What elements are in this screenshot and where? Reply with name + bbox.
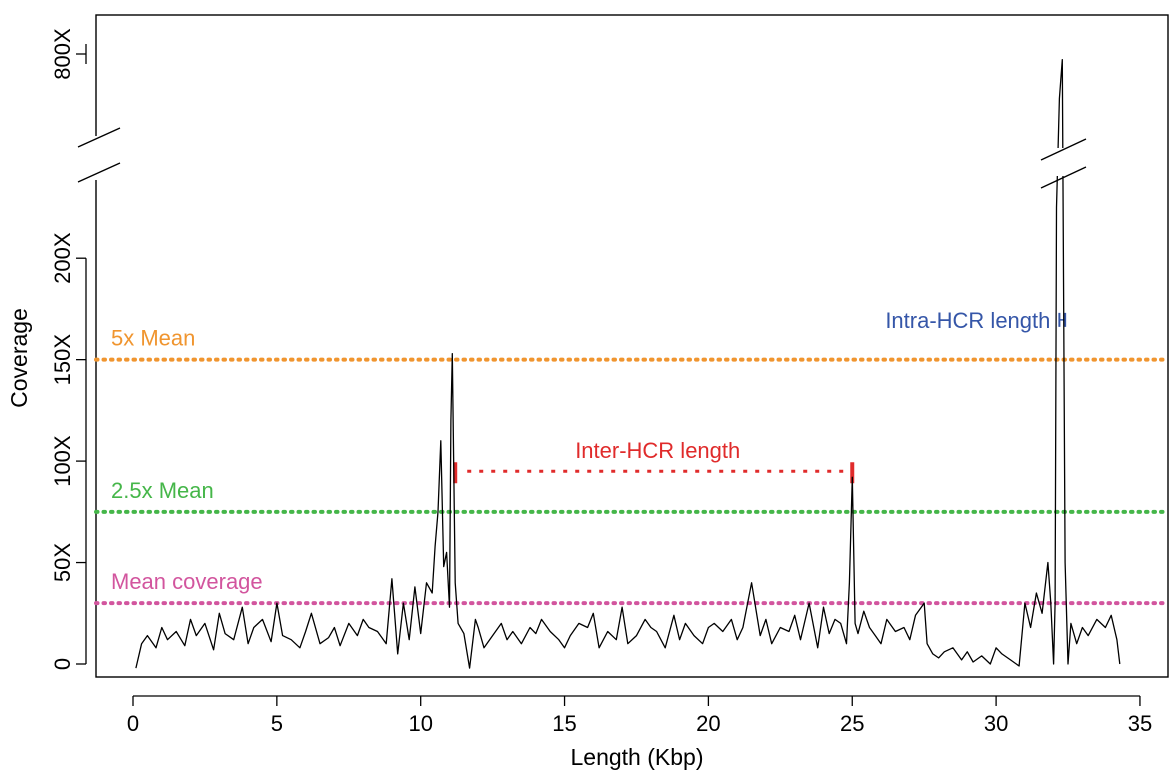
x-tick-label: 5 (271, 711, 283, 736)
x-tick-label: 20 (696, 711, 720, 736)
y-tick-label: 100X (50, 435, 75, 487)
y-tick-label-upper: 800X (50, 28, 75, 80)
y-axis-title: Coverage (6, 308, 32, 408)
x-tick-label: 30 (984, 711, 1008, 736)
y-tick-label: 50X (50, 543, 75, 582)
y-tick-label: 200X (50, 232, 75, 284)
x-tick-label: 10 (408, 711, 432, 736)
x-tick-label: 25 (840, 711, 864, 736)
reference-line-label: 2.5x Mean (111, 478, 214, 503)
axis-break-mark-lower (77, 162, 121, 183)
inter-hcr-label: Inter-HCR length (575, 438, 740, 463)
intra-hcr-label: Intra-HCR length (885, 308, 1050, 333)
x-tick-label: 15 (552, 711, 576, 736)
x-tick-label: 0 (127, 711, 139, 736)
spike-break-gap (1045, 148, 1087, 176)
x-axis: 0 5 10 15 20 25 30 35 (127, 695, 1152, 736)
axis-break-gap (90, 136, 104, 180)
y-tick-label: 0 (50, 658, 75, 670)
plot-frame (95, 14, 1169, 678)
y-axis: 0 50X 100X 150X 200X 800X (50, 28, 87, 670)
reference-lines: 5x Mean 2.5x Mean Mean coverage (94, 326, 1170, 606)
y-tick-label: 150X (50, 334, 75, 386)
spike-break-mark-upper (1040, 138, 1087, 161)
x-axis-title: Length (Kbp) (571, 744, 704, 770)
coverage-series-line (135, 58, 1121, 669)
x-tick-label: 35 (1128, 711, 1152, 736)
reference-line-label: Mean coverage (111, 569, 263, 594)
spike-break-mark-lower (1040, 166, 1087, 189)
series-layer (135, 58, 1121, 669)
axis-break-mark-upper (77, 127, 121, 148)
reference-line-label: 5x Mean (111, 326, 195, 351)
annotations: Inter-HCR length Intra-HCR length (453, 308, 1067, 484)
